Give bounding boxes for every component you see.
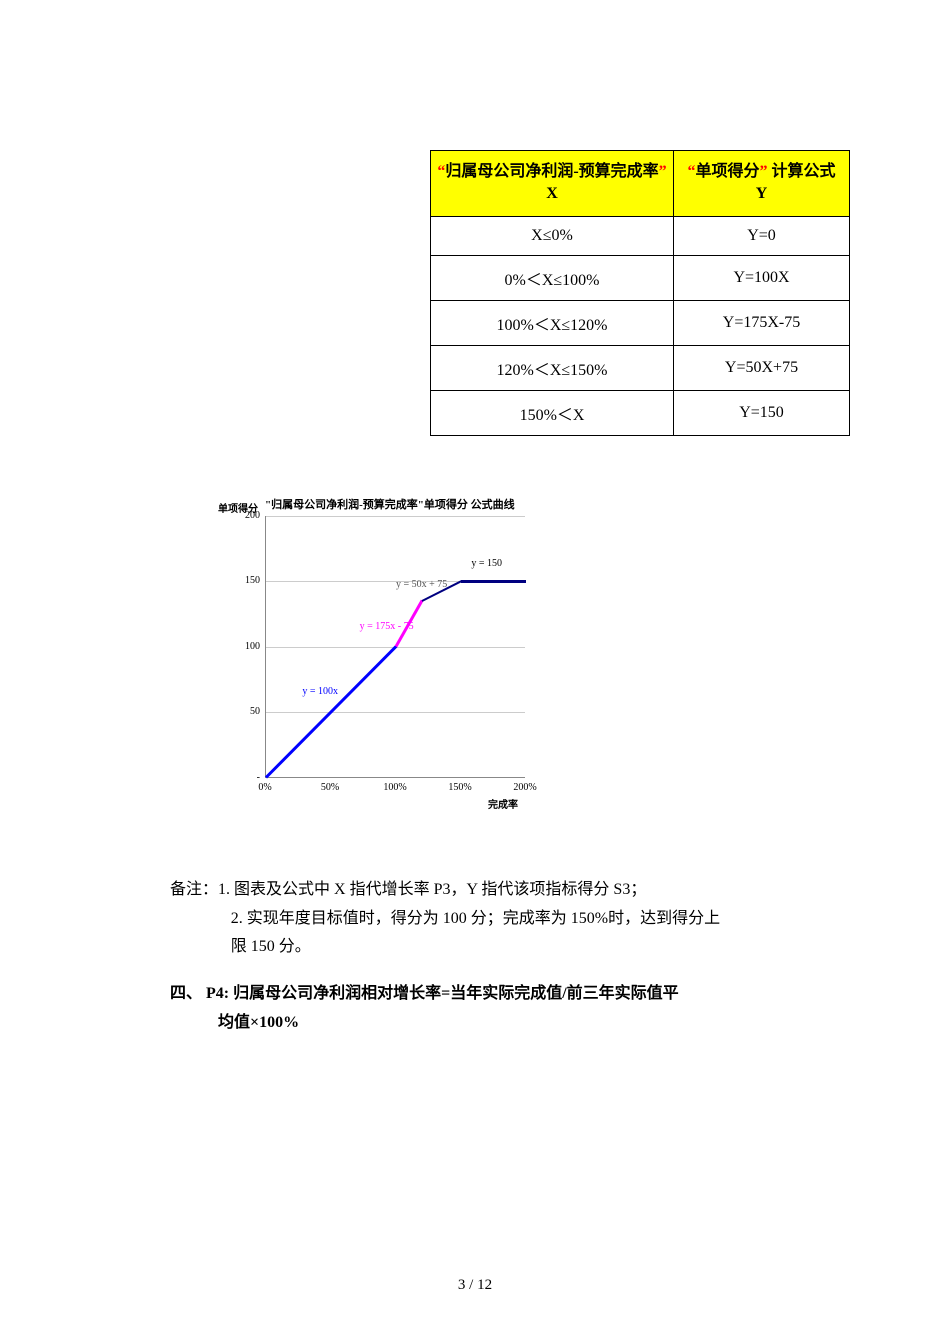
x-tick-label: 50%	[310, 782, 350, 793]
note-1-text: 1. 图表及公式中 X 指代增长率 P3，Y 指代该项指标得分 S3；	[218, 881, 646, 898]
x-tick-label: 200%	[505, 782, 545, 793]
gridline	[266, 712, 525, 713]
table-row: 0%＜X≤100%Y=100X	[431, 255, 850, 300]
header-x-text: 归属母公司净利润-预算完成率	[445, 163, 658, 180]
quote-close: ”	[659, 163, 667, 180]
formula-table: “归属母公司净利润-预算完成率” X “单项得分” 计算公式 Y X≤0%Y=0…	[430, 150, 850, 436]
cell-x: 120%＜X≤150%	[431, 345, 674, 390]
y-tick-label: 100	[220, 641, 260, 652]
equation-label: y = 175x - 75	[360, 621, 414, 632]
cell-x: 0%＜X≤100%	[431, 255, 674, 300]
y-tick-label: 150	[220, 575, 260, 586]
table-row: 150%＜XY=150	[431, 390, 850, 435]
quote-close: ”	[760, 163, 768, 180]
x-axis-label: 完成率	[488, 796, 518, 811]
header-y-text: 单项得分	[695, 163, 759, 180]
header-x-suffix: X	[546, 185, 558, 202]
note-prefix: 备注：	[170, 881, 218, 898]
note-line-2b: 限 150 分。	[170, 933, 850, 962]
equation-label: y = 150	[471, 558, 502, 569]
formula-table-container: “归属母公司净利润-预算完成率” X “单项得分” 计算公式 Y X≤0%Y=0…	[430, 150, 850, 436]
cell-y: Y=100X	[674, 255, 850, 300]
cell-y: Y=50X+75	[674, 345, 850, 390]
equation-label: y = 50x + 75	[396, 579, 447, 590]
section-title-b: 均值×100%	[170, 1009, 850, 1038]
table-header-y: “单项得分” 计算公式 Y	[674, 151, 850, 217]
y-tick-label: 50	[220, 706, 260, 717]
cell-y: Y=0	[674, 216, 850, 255]
table-row: X≤0%Y=0	[431, 216, 850, 255]
y-tick-label: 200	[220, 510, 260, 521]
table-row: 100%＜X≤120%Y=175X-75	[431, 300, 850, 345]
table-header-x: “归属母公司净利润-预算完成率” X	[431, 151, 674, 217]
equation-label: y = 100x	[302, 686, 338, 697]
gridline	[266, 516, 525, 517]
header-y-suffix: 计算公式 Y	[756, 163, 836, 202]
plot-area: y = 100x y = 175x - 75 y = 50x + 75 y = 150	[265, 516, 525, 778]
page-number: 3 / 12	[0, 1277, 950, 1294]
cell-x: 150%＜X	[431, 390, 674, 435]
cell-y: Y=150	[674, 390, 850, 435]
section-number: 四、	[170, 985, 202, 1002]
note-line-2: 2. 实现年度目标值时，得分为 100 分；完成率为 150%时，达到得分上	[170, 905, 850, 934]
cell-x: 100%＜X≤120%	[431, 300, 674, 345]
note-line-1: 备注：1. 图表及公式中 X 指代增长率 P3，Y 指代该项指标得分 S3；	[170, 876, 850, 905]
notes-block: 备注：1. 图表及公式中 X 指代增长率 P3，Y 指代该项指标得分 S3； 2…	[170, 876, 850, 962]
cell-y: Y=175X-75	[674, 300, 850, 345]
x-tick-label: 0%	[245, 782, 285, 793]
x-tick-label: 100%	[375, 782, 415, 793]
table-row: 120%＜X≤150%Y=50X+75	[431, 345, 850, 390]
formula-chart: 单项得分 "归属母公司净利润-预算完成率"单项得分 公式曲线 y = 100xy…	[110, 496, 560, 836]
x-tick-label: 150%	[440, 782, 480, 793]
chart-line-segment	[461, 580, 526, 583]
section-heading: 四、 P4: 归属母公司净利润相对增长率=当年实际完成值/前三年实际值平 均值×…	[170, 980, 850, 1038]
section-title-a: P4: 归属母公司净利润相对增长率=当年实际完成值/前三年实际值平	[206, 985, 679, 1002]
chart-title: "归属母公司净利润-预算完成率"单项得分 公式曲线	[265, 496, 515, 512]
cell-x: X≤0%	[431, 216, 674, 255]
